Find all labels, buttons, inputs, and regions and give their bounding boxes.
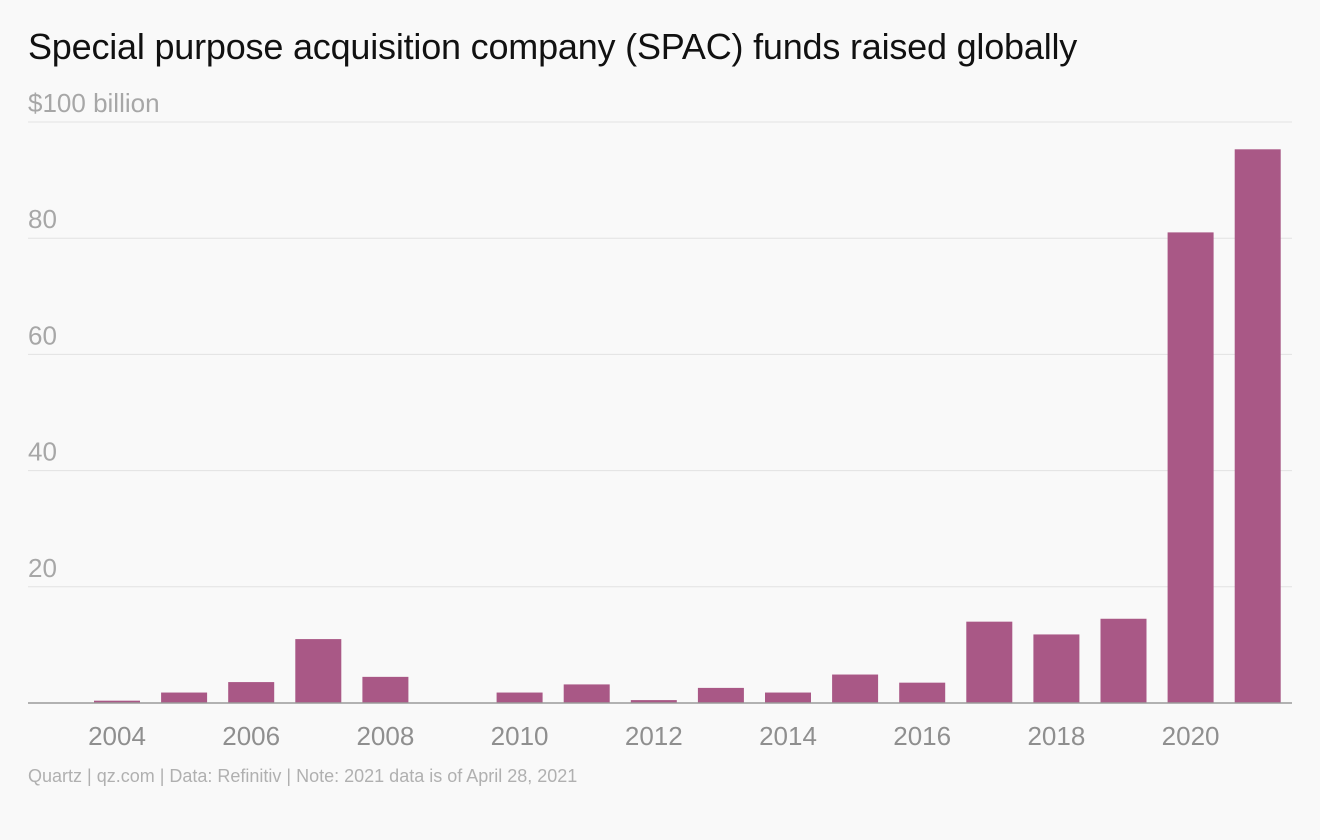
y-tick-label-40: 40 — [28, 437, 57, 467]
bar-2007 — [295, 639, 342, 703]
bar-2013 — [697, 687, 744, 703]
source-note: Quartz | qz.com | Data: Refinitiv | Note… — [28, 766, 578, 786]
bar-2006 — [228, 682, 275, 703]
x-tick-label-2008: 2008 — [356, 721, 414, 751]
y-tick-label-80: 80 — [28, 204, 57, 234]
x-tick-label-2018: 2018 — [1027, 721, 1085, 751]
bar-2011 — [563, 684, 610, 703]
y-tick-label-20: 20 — [28, 553, 57, 583]
bar-2021 — [1234, 149, 1281, 703]
x-tick-label-2010: 2010 — [491, 721, 549, 751]
bar-chart: 20 40 60 80 $100 billion 2004 2006 2008 2010 201… — [28, 88, 1292, 751]
x-tick-label-2012: 2012 — [625, 721, 683, 751]
chart-title: Special purpose acquisition company (SPA… — [28, 26, 1078, 67]
y-axis-labels: 20 40 60 80 $100 billion — [28, 88, 160, 583]
bar-2018 — [1033, 634, 1080, 703]
bar-2016 — [899, 682, 946, 703]
gridlines — [28, 121, 1292, 588]
y-tick-label-60: 60 — [28, 320, 57, 350]
bar-2004 — [94, 700, 140, 703]
bar-2019 — [1100, 618, 1147, 703]
bar-2014 — [765, 692, 811, 703]
x-tick-label-2020: 2020 — [1162, 721, 1220, 751]
bar-2010 — [496, 692, 543, 703]
bar-2012 — [630, 700, 677, 703]
x-tick-label-2006: 2006 — [222, 721, 280, 751]
bar-2008 — [362, 676, 409, 703]
bar-2017 — [966, 621, 1013, 703]
bar-2020 — [1167, 232, 1214, 703]
x-tick-label-2004: 2004 — [88, 721, 146, 751]
bar-2015 — [832, 674, 879, 703]
x-tick-label-2014: 2014 — [759, 721, 817, 751]
y-tick-label-100: $100 billion — [28, 88, 160, 118]
x-axis-labels: 2004 2006 2008 2010 2012 2014 2016 2018 2020 — [88, 721, 1219, 751]
bar-2005 — [161, 692, 208, 703]
bars — [94, 149, 1281, 703]
x-tick-label-2016: 2016 — [893, 721, 951, 751]
